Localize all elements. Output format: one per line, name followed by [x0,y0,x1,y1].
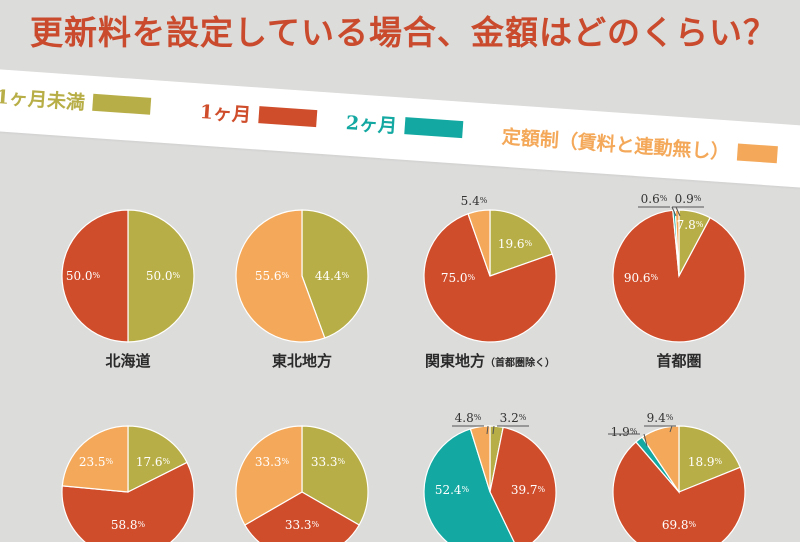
slice-label-4-m2: 0.6% [641,192,668,206]
pie-chart-7: 3.2% 39.7% 52.4% 4.8% [423,411,557,542]
callout-leader-8-m2 [643,433,648,447]
chart-title: 更新料を設定している場合、金額はどのくらい？ [30,13,778,52]
pie-slice-7-m2 [423,428,515,542]
pie-slice-6-m1 [244,491,360,542]
slice-label-7-m2: 52.4% [435,483,470,497]
pie-slice-4-m1 [612,209,746,343]
slice-label-1-lt1: 50.0% [146,269,181,283]
slice-label-3-lt1: 19.6% [498,237,533,251]
pie-slice-3-m1 [423,212,557,343]
slice-label-6-lt1: 33.3% [311,455,346,469]
caption-tohoku: 東北地方 [272,350,332,371]
pie-chart-5: 17.6% 58.8% 23.5% [61,425,195,542]
slice-label-8-m2: 1.9% [611,425,638,439]
slice-label-2-fixed: 55.6% [255,269,290,283]
caption-hokkaido-text: 北海道 [105,352,151,370]
caption-shutoken-text: 首都圏 [656,352,702,370]
slice-label-8-fixed: 9.4% [647,411,674,425]
slice-label-3-m1: 75.0% [441,271,476,285]
slice-label-4-fixed: 0.9% [675,192,702,206]
slice-label-4-lt1: 7.8% [677,218,704,232]
slice-label-6-m1: 33.3% [285,518,320,532]
slice-label-5-fixed: 23.5% [79,455,114,469]
pie-slice-1-lt1 [127,209,195,343]
pie-chart-2: 44.4% 55.6% [235,209,369,343]
slice-label-6-fixed: 33.3% [255,455,290,469]
pie-slice-2-lt1 [301,209,369,339]
caption-kanto: 関東地方（首都圏除く） [425,350,555,371]
pie-slice-7-m1 [489,426,557,542]
pie-slice-5-m1 [61,461,195,542]
caption-kanto-sub: （首都圏除く） [485,358,556,369]
pie-slice-8-m1 [612,441,746,542]
callout-leader-8-fixed [669,425,673,433]
slice-label-7-m1: 39.7% [511,483,546,497]
slice-label-5-lt1: 17.6% [136,455,171,469]
pie-slice-8-lt1 [678,425,741,493]
callout-leader-7-lt1 [492,425,495,435]
slice-label-5-m1: 58.8% [111,518,146,532]
slice-label-2-lt1: 44.4% [315,269,350,283]
callout-leader-7-fixed [486,425,489,435]
caption-kanto-text: 関東地方 [424,352,486,370]
caption-tohoku-text: 東北地方 [271,352,333,370]
slice-label-1-m1: 50.0% [66,269,101,283]
pie-chart-1: 50.0% 50.0% [61,209,195,343]
slice-label-7-fixed: 4.8% [455,411,482,425]
pie-slice-5-lt1 [127,425,188,493]
pie-slice-8-fixed [641,425,680,494]
slice-label-4-m1: 90.6% [624,271,659,285]
pie-chart-3: 19.6% 75.0% 5.4% [423,194,557,343]
pie-slice-6-fixed [235,425,303,526]
callout-leader-4-fixed [675,206,681,217]
slice-label-8-lt1: 18.9% [688,455,723,469]
pie-slice-2-fixed [235,209,326,343]
caption-hokkaido: 北海道 [105,350,150,371]
pie-slice-1-m1 [61,209,129,343]
slice-label-7-lt1: 3.2% [500,411,527,425]
callout-leader-4-m2 [671,206,677,217]
slice-label-3-fixed: 5.4% [461,194,488,208]
pie-slice-6-lt1 [301,425,369,526]
pie-chart-6: 33.3% 33.3% 33.3% [235,425,369,542]
pie-slice-3-fixed [467,209,491,277]
caption-shutoken: 首都圏 [656,350,701,371]
pie-slice-7-fixed [469,425,491,493]
pie-chart-4: 7.8% 90.6% 0.6% 0.9% [612,192,746,343]
pie-chart-8: 18.9% 69.8% 1.9% 9.4% [608,411,746,542]
pie-slice-5-fixed [61,425,129,493]
slice-label-8-m1: 69.8% [662,518,697,532]
